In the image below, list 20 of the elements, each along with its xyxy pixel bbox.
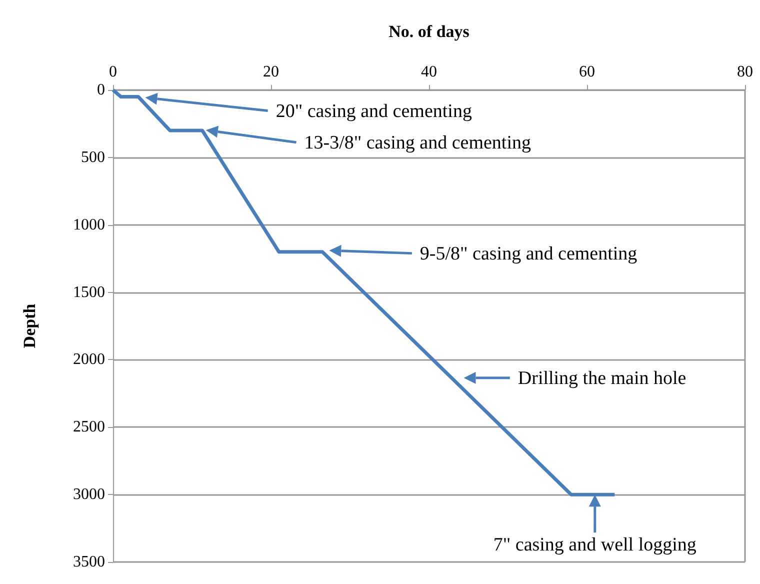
x-tick-label: 0 bbox=[109, 64, 117, 80]
annotation: 9-5/8" casing and cementing bbox=[420, 243, 638, 264]
annotation: 13-3/8" casing and cementing bbox=[304, 132, 532, 154]
y-tick-label: 2000 bbox=[73, 351, 105, 368]
x-axis-title: No. of days bbox=[388, 22, 470, 41]
x-tick-label: 60 bbox=[579, 64, 595, 80]
y-tick-label: 0 bbox=[97, 82, 105, 98]
y-tick-label: 1000 bbox=[73, 216, 105, 234]
annotation: 7" casing and well logging bbox=[493, 534, 697, 556]
y-axis-title: Depth bbox=[20, 303, 39, 348]
y-tick-label: 500 bbox=[81, 148, 105, 166]
annotation: Drilling the main hole bbox=[518, 368, 686, 389]
y-tick-label: 3000 bbox=[73, 486, 105, 504]
x-tick-label: 80 bbox=[737, 64, 753, 80]
y-tick-label: 3500 bbox=[73, 554, 105, 570]
x-tick-label: 20 bbox=[263, 64, 279, 80]
y-tick-label: 2500 bbox=[73, 418, 105, 436]
x-tick-label: 40 bbox=[421, 64, 437, 80]
y-tick-label: 1500 bbox=[73, 284, 105, 301]
annotation: 20" casing and cementing bbox=[276, 100, 472, 122]
